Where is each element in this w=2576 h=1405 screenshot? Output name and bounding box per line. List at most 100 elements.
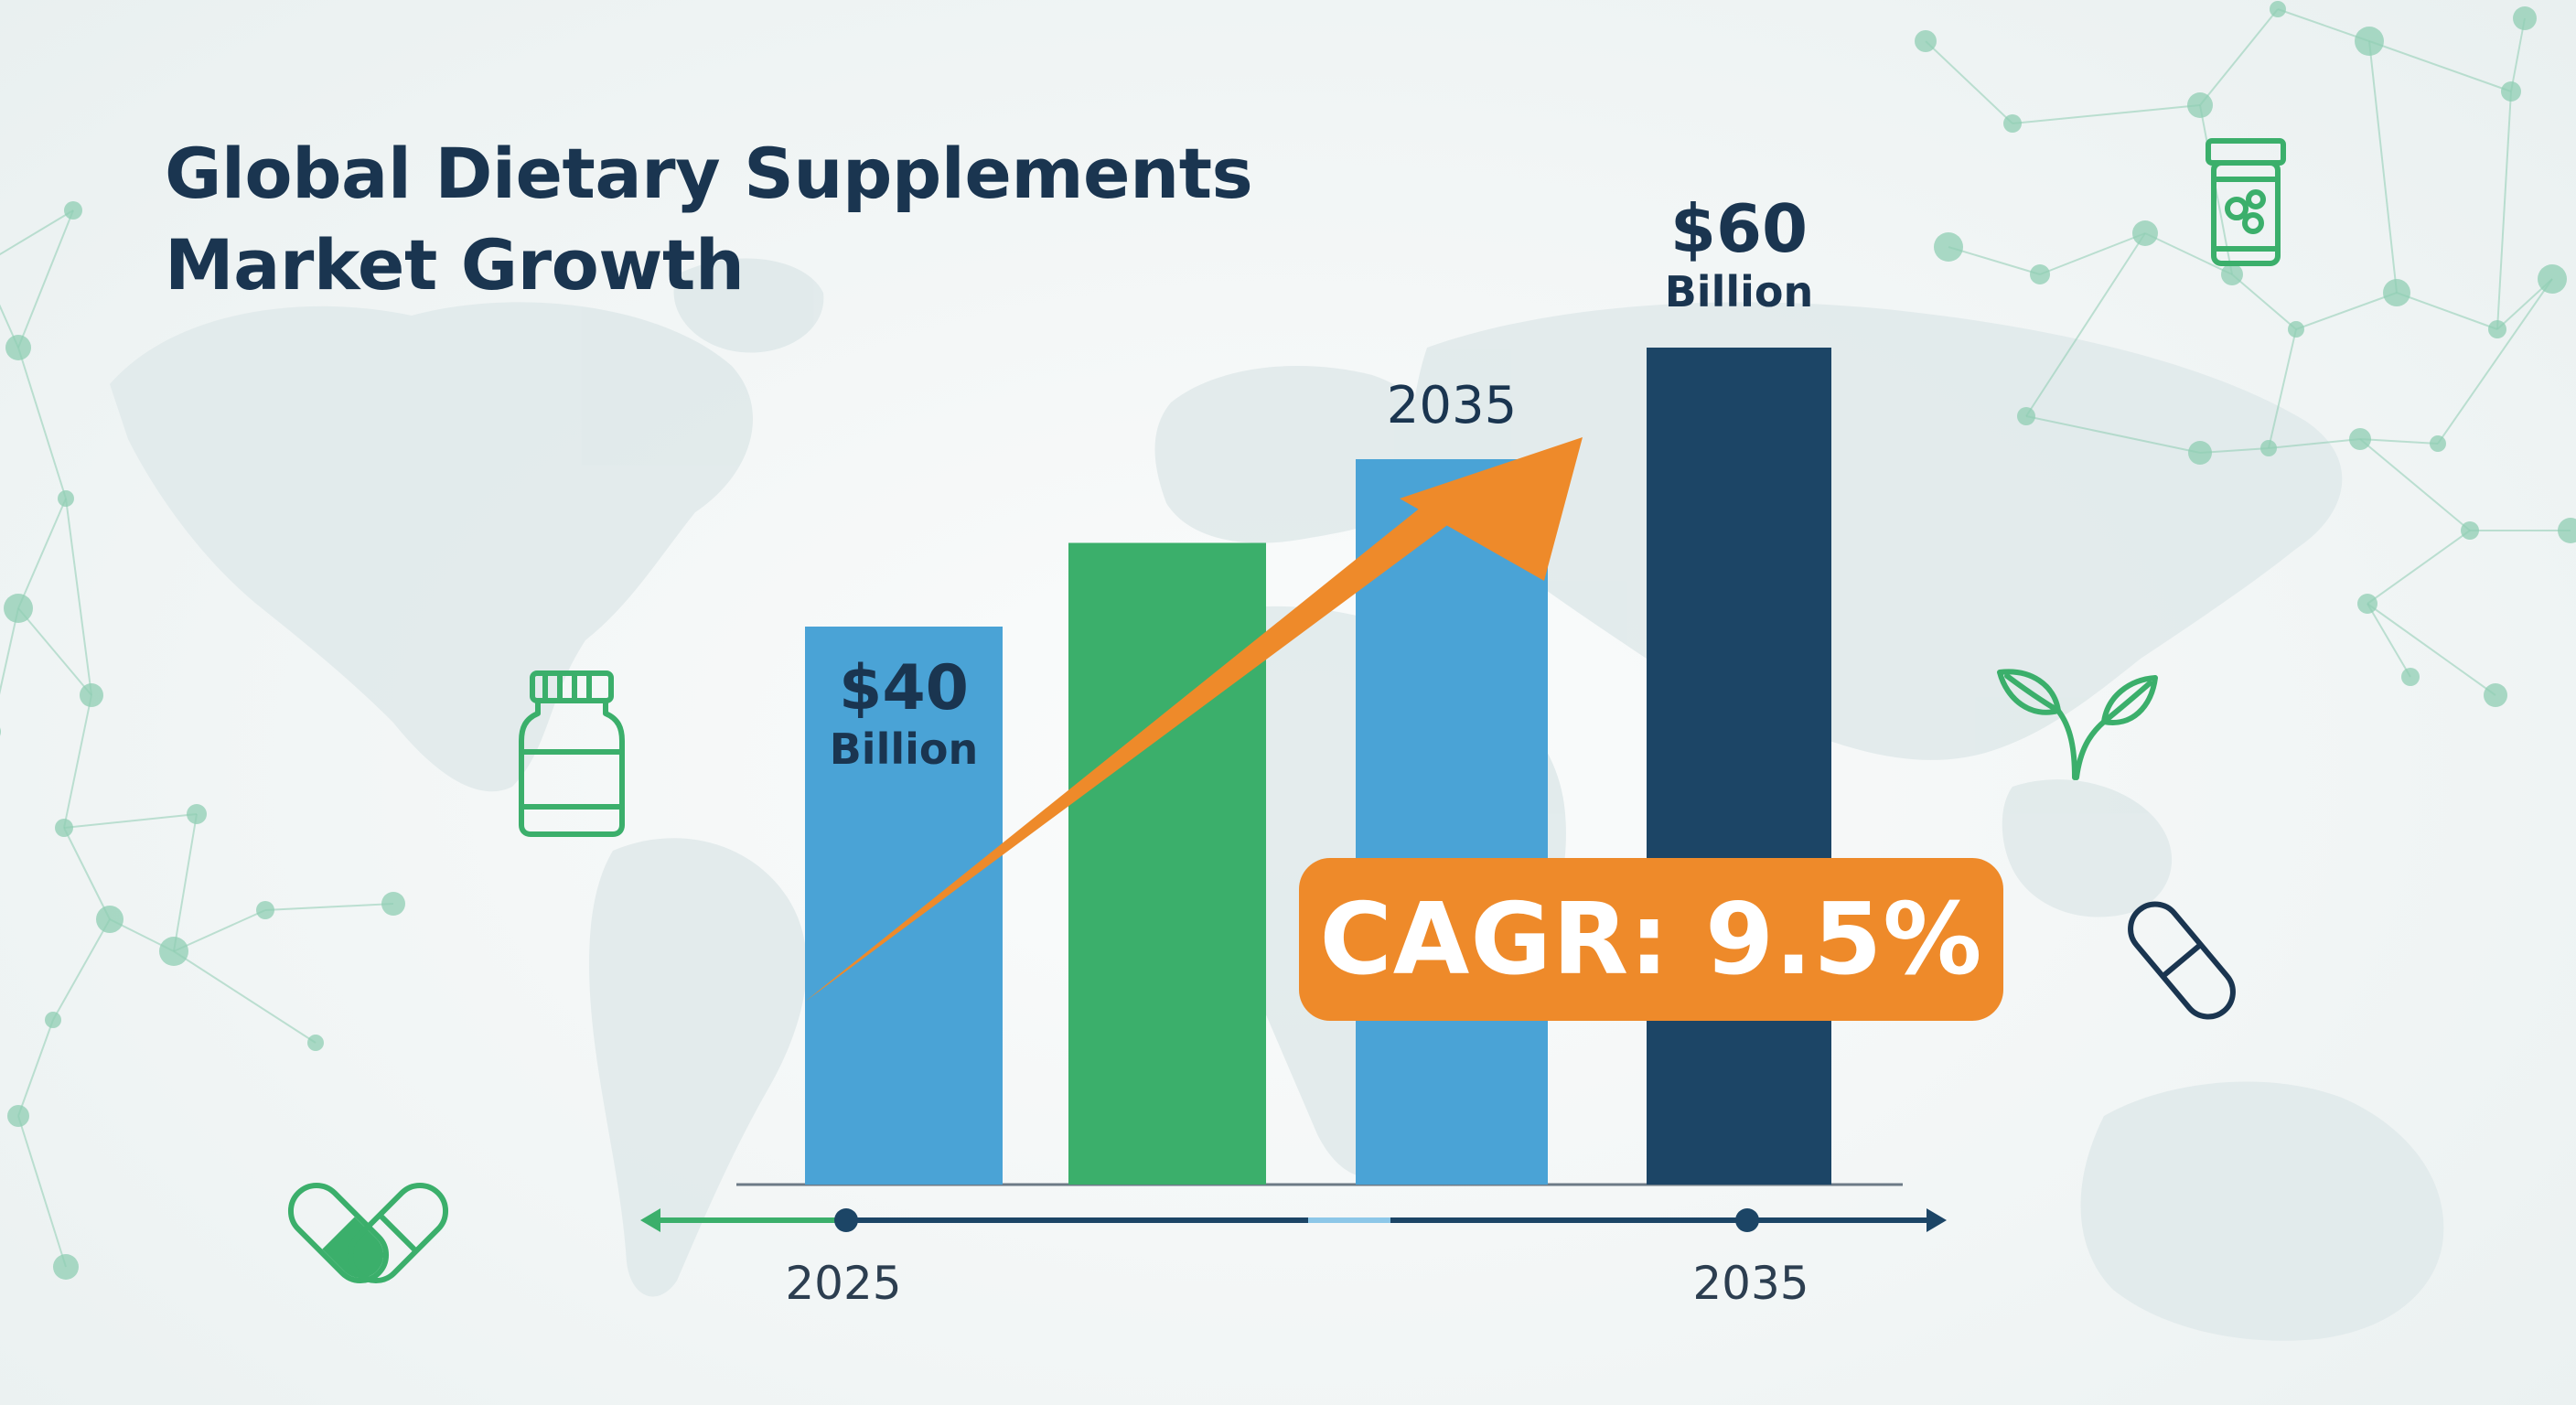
- trend-arrow: [805, 437, 1583, 1002]
- network-link: [2359, 438, 2439, 445]
- network-link: [0, 209, 74, 256]
- trend-arrow-shaft: [805, 480, 1475, 1002]
- bar-1-unit-label: Billion: [830, 724, 978, 774]
- network-link: [2199, 8, 2279, 106]
- network-node: [2513, 6, 2537, 30]
- network-link: [0, 607, 19, 695]
- network-link: [2295, 292, 2398, 330]
- network-link: [2368, 40, 2398, 294]
- network-link: [63, 694, 92, 829]
- network-node: [307, 1035, 324, 1051]
- network-node: [187, 804, 207, 824]
- leaves-icon: [1997, 669, 2158, 780]
- timeline-label-2035: 2035: [1692, 1257, 1809, 1310]
- network-node: [256, 901, 274, 919]
- network-link: [2367, 603, 2411, 678]
- south-america-shape: [589, 838, 807, 1297]
- network-link: [1925, 40, 2013, 124]
- network-link: [2025, 232, 2146, 417]
- network-node: [64, 201, 82, 220]
- network-node: [1934, 232, 1963, 262]
- network-node: [0, 727, 1, 736]
- bar-1-value-label: $40: [839, 652, 969, 724]
- network-node: [2383, 279, 2410, 306]
- network-node: [2355, 27, 2384, 56]
- network-node: [2003, 114, 2022, 133]
- network-node: [2288, 321, 2304, 338]
- network-node: [2430, 435, 2446, 452]
- network-node: [96, 906, 123, 933]
- network-node: [2017, 407, 2035, 425]
- network-link: [1948, 246, 2041, 275]
- north-america-shape: [110, 302, 754, 792]
- network-node: [1915, 30, 1937, 52]
- network-link: [65, 498, 92, 696]
- title-line-1: Global Dietary Supplements: [165, 133, 1253, 214]
- supplement-jar-icon: [2206, 138, 2286, 266]
- network-decoration: [0, 1, 2576, 1280]
- capsules-pair-icon: [287, 1182, 449, 1284]
- network-node: [53, 1254, 79, 1280]
- australia-shape: [2080, 1081, 2444, 1341]
- network-link: [2144, 232, 2233, 275]
- network-link: [17, 498, 67, 609]
- capsule-icon: [2128, 901, 2236, 1020]
- network-link: [2039, 232, 2146, 275]
- network-link: [2367, 530, 2471, 605]
- timeline-dot-2035: [1735, 1208, 1759, 1232]
- asia-shape: [1412, 302, 2343, 760]
- network-link: [2268, 328, 2297, 449]
- network-node: [2357, 594, 2377, 614]
- page-title: Global Dietary Supplements Market Growth: [165, 128, 1253, 311]
- timeline-right-arrowhead: [1927, 1208, 1947, 1232]
- greenland-shape: [673, 258, 824, 353]
- network-link: [2368, 40, 2512, 92]
- network-node: [2221, 263, 2243, 285]
- network-node: [2461, 521, 2479, 540]
- network-node: [2349, 428, 2371, 450]
- network-link: [2396, 292, 2498, 330]
- timeline-left-arrowhead: [640, 1208, 660, 1232]
- network-link: [2277, 8, 2370, 42]
- network-link: [17, 209, 74, 349]
- network-node: [2132, 220, 2158, 246]
- network-link: [2437, 278, 2553, 445]
- network-link: [2510, 17, 2526, 92]
- network-node: [2270, 1, 2286, 17]
- network-node: [2484, 683, 2507, 707]
- network-node: [7, 1105, 29, 1127]
- network-link: [17, 1115, 67, 1268]
- network-node: [80, 683, 103, 707]
- network-node: [2030, 264, 2050, 284]
- network-link: [17, 607, 92, 696]
- network-link: [2268, 438, 2361, 449]
- network-link: [17, 347, 67, 499]
- network-link: [52, 918, 111, 1021]
- network-link: [173, 813, 198, 952]
- supplement-bottle-icon: [519, 670, 625, 837]
- trend-arrow-head: [1400, 437, 1583, 581]
- network-node: [2260, 440, 2277, 456]
- network-node: [2501, 81, 2521, 102]
- timeline-dot-2025: [834, 1208, 858, 1232]
- network-link: [2012, 104, 2201, 124]
- network-link: [0, 304, 19, 349]
- bar-4-unit-label: Billion: [1665, 267, 1813, 316]
- southeast-asia-shape: [2002, 779, 2173, 917]
- network-node: [381, 892, 405, 916]
- network-link: [264, 903, 394, 911]
- bar-3: [1356, 459, 1548, 1185]
- title-line-2: Market Growth: [165, 224, 745, 306]
- network-link: [173, 909, 266, 952]
- network-link: [63, 827, 111, 920]
- timeline-label-2025: 2025: [785, 1257, 901, 1310]
- bar-1: [805, 627, 1003, 1185]
- cagr-text: CAGR: 9.5%: [1319, 882, 1983, 997]
- network-link: [2359, 438, 2471, 531]
- network-link: [63, 813, 198, 829]
- network-node: [5, 335, 31, 360]
- bar-4-value-label: $60: [1670, 190, 1808, 267]
- bar-2: [1068, 542, 1266, 1185]
- network-node: [2538, 264, 2567, 294]
